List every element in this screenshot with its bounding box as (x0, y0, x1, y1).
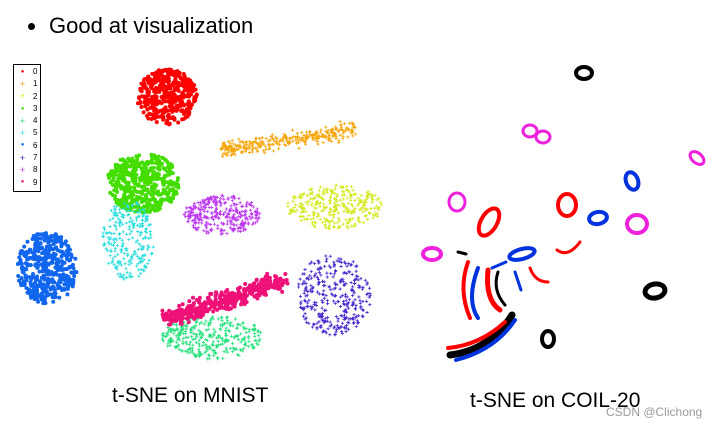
legend-label: 5 (33, 128, 38, 138)
coil-ring (625, 213, 649, 235)
legend-marker: + (19, 165, 26, 176)
legend-item: ● 3 (17, 103, 40, 115)
coil-ring (556, 192, 578, 218)
legend-marker: + (19, 152, 26, 163)
coil-arc (446, 320, 507, 350)
cluster (15, 231, 79, 306)
legend-marker: + (19, 115, 26, 126)
coil-ring (421, 246, 443, 262)
coil-ring (521, 123, 539, 139)
legend-item: +7 (17, 152, 40, 164)
legend-item: ● 6 (17, 140, 40, 152)
cluster (135, 67, 199, 127)
cluster (182, 193, 262, 236)
legend-item: +2 (17, 91, 40, 103)
legend-label: 2 (33, 91, 38, 101)
legend-label: 9 (33, 177, 38, 187)
bullet-item: Good at visualization (28, 13, 253, 39)
coil-ring (688, 150, 706, 166)
coil-caption: t-SNE on COIL-20 (470, 389, 641, 412)
cluster (219, 119, 358, 159)
coil-arc (446, 311, 516, 359)
coil-ring (623, 170, 641, 192)
legend-marker: ● (20, 105, 25, 112)
legend-item: +8 (17, 164, 40, 176)
coil-ring (476, 206, 502, 238)
coil-arc (513, 270, 523, 292)
cluster (286, 183, 383, 230)
coil-ring (587, 209, 609, 227)
coil-arc (528, 266, 550, 284)
cluster (297, 254, 372, 337)
legend-item: +1 (17, 78, 40, 90)
coil-arc (461, 260, 472, 320)
legend-marker: + (19, 128, 26, 139)
watermark: CSDN @Clichong (606, 405, 703, 419)
bullet-text: Good at visualization (49, 13, 254, 38)
coil-arc (485, 267, 503, 313)
coil-ring (540, 329, 556, 349)
coil-arc (494, 270, 507, 307)
legend-marker: + (19, 78, 26, 89)
coil-ring (447, 191, 467, 213)
coil-arc (490, 260, 508, 270)
legend-marker: + (19, 91, 26, 102)
legend-label: 8 (33, 165, 38, 175)
legend-item: ● 0 (17, 66, 40, 78)
mnist-caption: t-SNE on MNIST (112, 384, 269, 407)
cluster (160, 314, 263, 361)
legend-item: +5 (17, 127, 40, 139)
legend-label: 4 (33, 116, 38, 126)
coil-arc (454, 318, 517, 362)
legend-marker: ● (20, 142, 25, 149)
coil-arc (456, 250, 468, 256)
legend-label: 7 (33, 153, 38, 163)
legend-item: ● 9 (17, 177, 40, 189)
mnist-legend: ● 0 +1 +2 ● 3 +4 +5 ● 6 +7 +8 ● 9 (13, 64, 41, 192)
coil-arc (555, 240, 582, 255)
coil-ring (574, 65, 594, 81)
bullet-icon (28, 22, 35, 30)
coil-ring (507, 246, 537, 262)
legend-item: +4 (17, 115, 40, 127)
cluster (106, 152, 181, 215)
coil-arc (470, 266, 480, 320)
legend-marker: ● (20, 68, 25, 75)
coil-ring (642, 281, 668, 301)
legend-marker: ● (20, 179, 25, 186)
legend-label: 0 (33, 67, 38, 76)
legend-label: 3 (33, 103, 38, 113)
legend-label: 1 (33, 79, 38, 89)
cluster (160, 271, 290, 327)
cluster (101, 201, 155, 281)
coil-ring (534, 129, 552, 145)
legend-label: 6 (33, 140, 38, 150)
